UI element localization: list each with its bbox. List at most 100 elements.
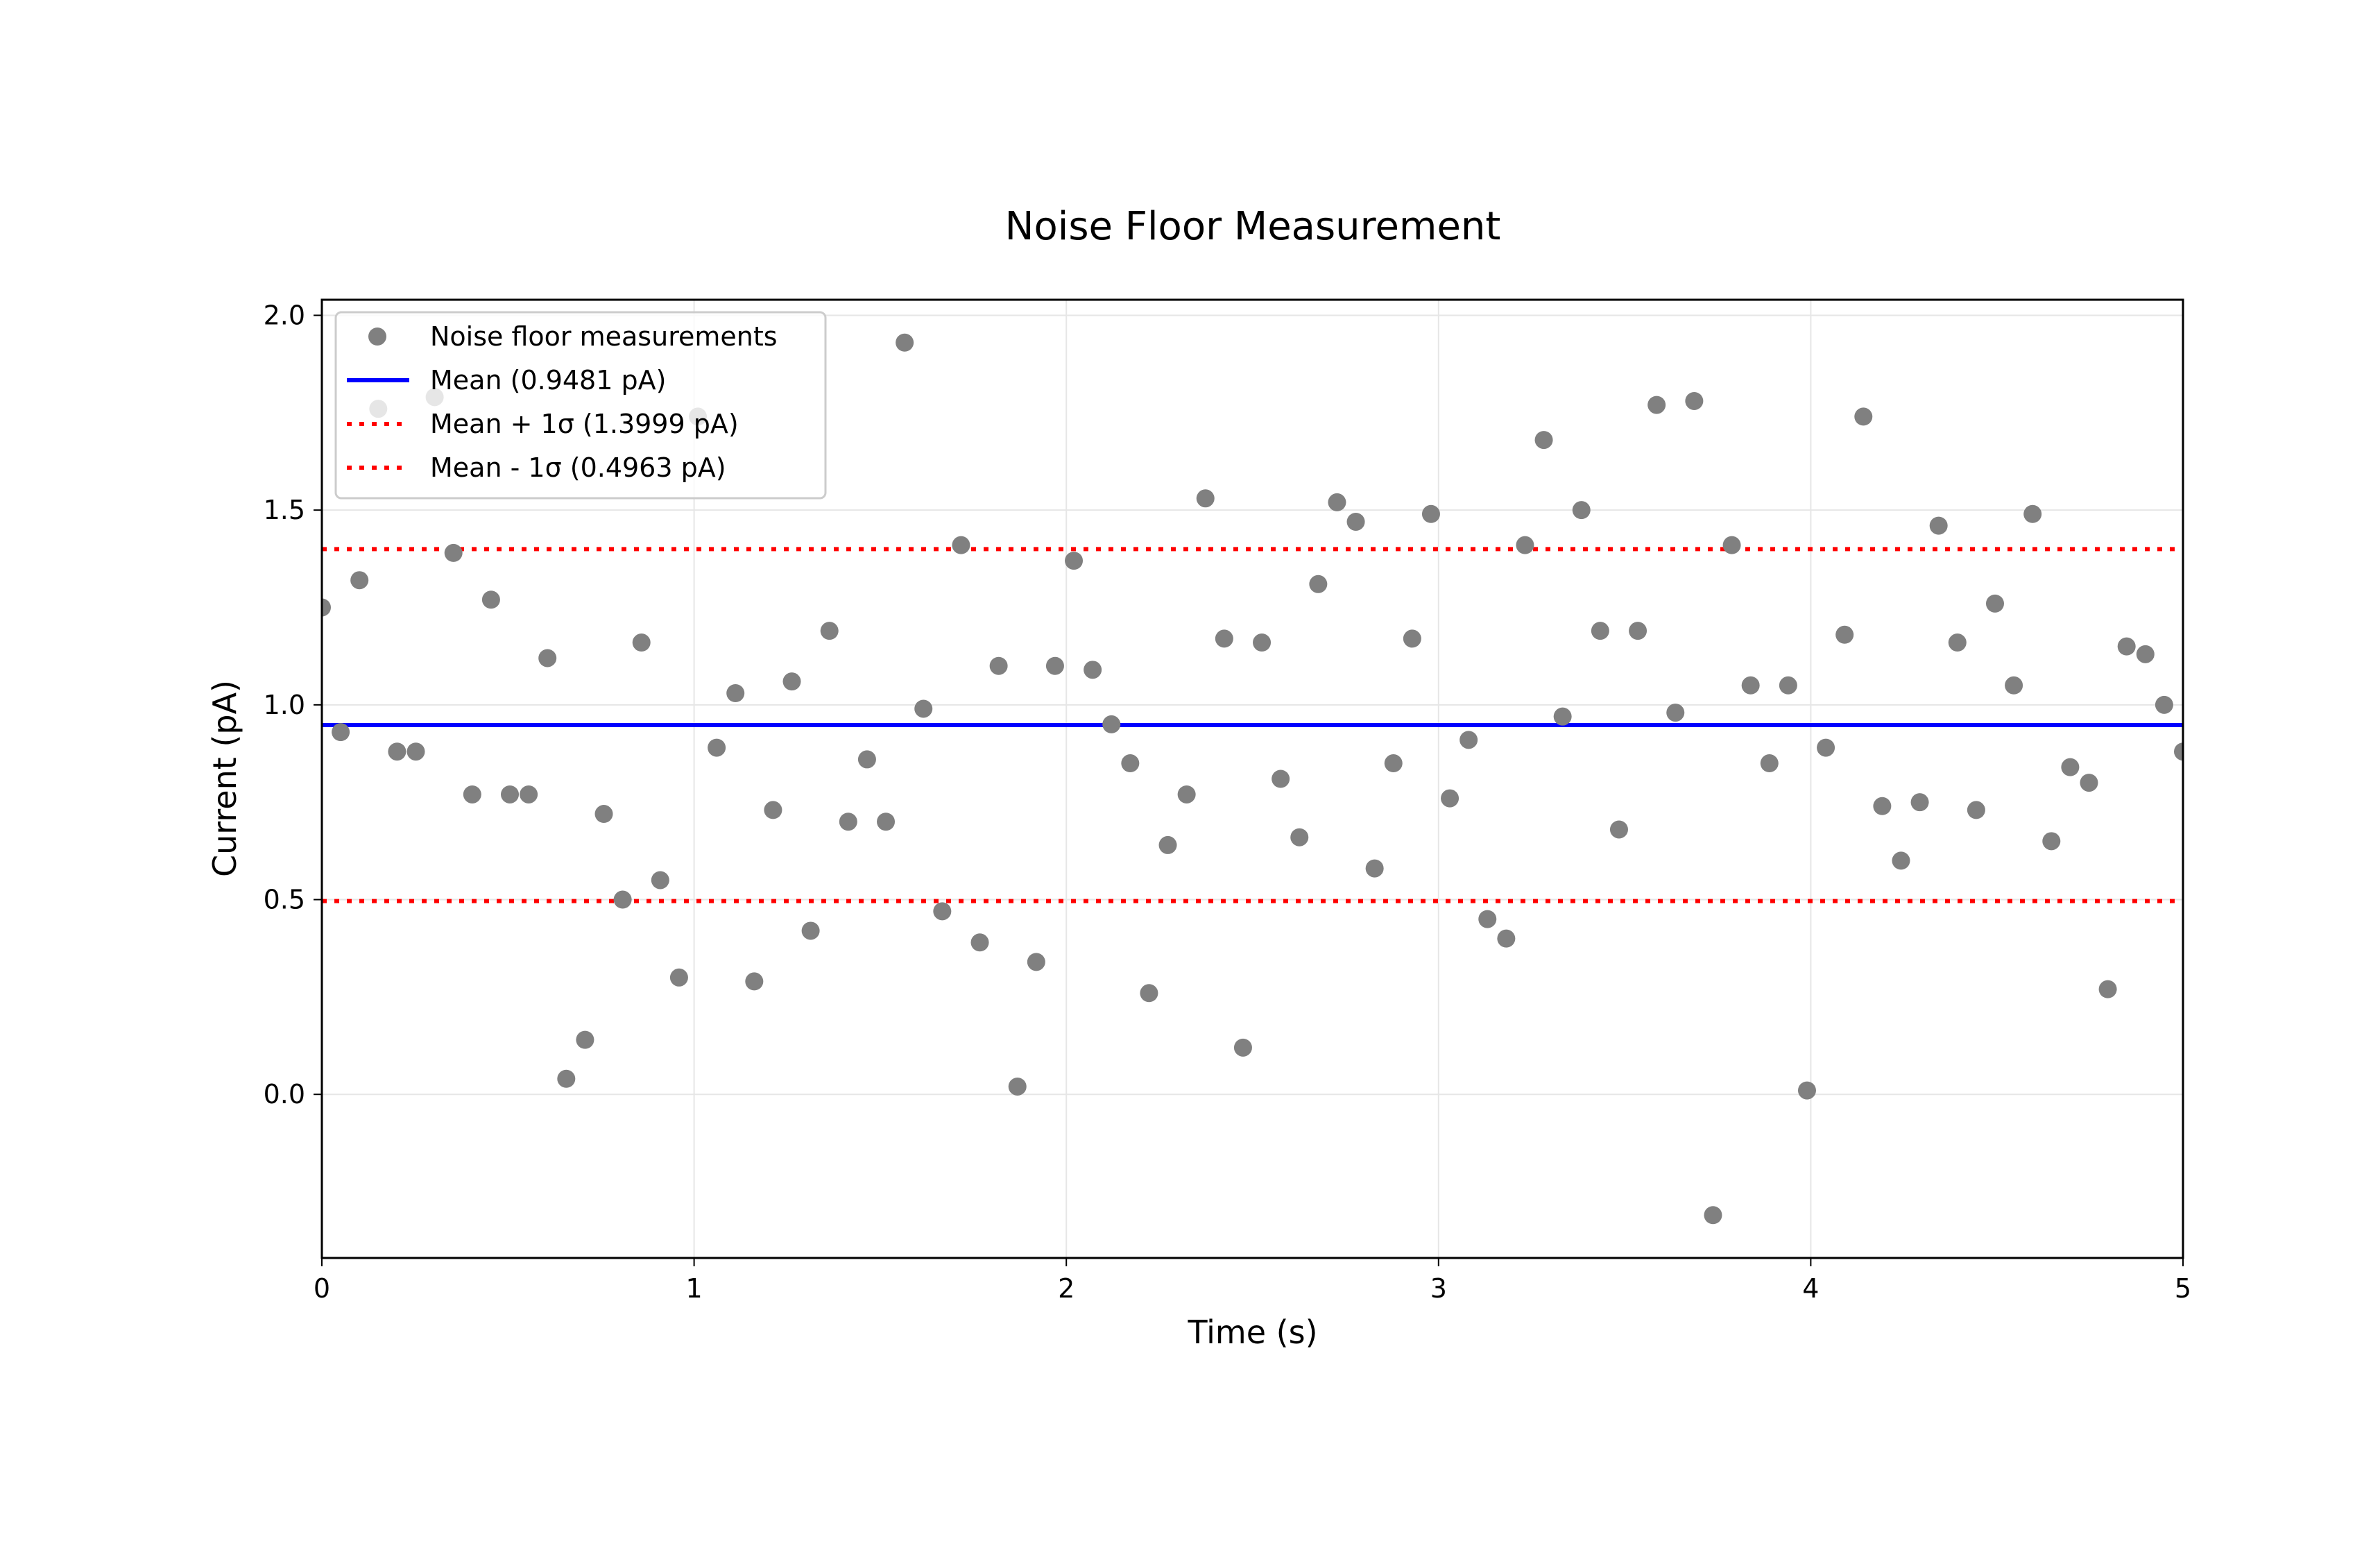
legend-item: Mean (0.9481 pA) (347, 365, 666, 395)
data-point (520, 785, 538, 803)
data-point (481, 590, 500, 609)
data-point (2117, 637, 2136, 656)
data-point (1215, 629, 1233, 648)
data-point (1666, 704, 1685, 722)
data-point (1102, 715, 1121, 733)
data-point (1516, 536, 1534, 554)
data-point (406, 742, 425, 761)
data-point (1929, 516, 1948, 535)
data-point (1629, 622, 1647, 640)
data-point (1158, 835, 1177, 854)
legend-label: Mean (0.9481 pA) (430, 365, 666, 395)
x-axis-ticks: 0 1 2 3 4 5 (314, 1258, 2191, 1304)
y-tick-label: 1.5 (264, 495, 305, 525)
data-point (1441, 789, 1459, 808)
data-point (1722, 536, 1741, 554)
legend-item: Noise floor measurements (368, 321, 778, 352)
data-point (1497, 929, 1516, 948)
y-axis-ticks: 0.0 0.5 1.0 1.5 2.0 (264, 300, 322, 1109)
data-point (1948, 633, 1967, 652)
data-point (388, 742, 406, 761)
data-point (1272, 769, 1290, 788)
data-point (1910, 793, 1929, 812)
data-point (350, 571, 369, 590)
data-point (1609, 820, 1628, 839)
data-point (444, 543, 463, 562)
y-tick-label: 1.0 (264, 690, 305, 720)
x-tick-label: 2 (1058, 1273, 1075, 1304)
data-point (1835, 625, 1854, 644)
data-point (989, 656, 1008, 675)
data-point (576, 1030, 594, 1049)
x-axis-label: Time (s) (1187, 1313, 1317, 1351)
data-point (914, 699, 933, 718)
plot-frame (320, 298, 2184, 1259)
reference-lines (322, 547, 2183, 903)
data-point (2042, 832, 2061, 851)
data-point (1647, 395, 1666, 414)
data-point (952, 536, 970, 554)
data-point (332, 723, 350, 742)
y-tick-label: 0.5 (264, 885, 305, 915)
y-tick-label: 0.0 (264, 1079, 305, 1109)
data-point (322, 598, 331, 617)
data-point (651, 871, 669, 890)
data-point (2023, 504, 2042, 523)
data-point (463, 785, 481, 803)
data-point (1591, 622, 1609, 640)
x-tick-label: 3 (1430, 1273, 1447, 1304)
data-point (1233, 1038, 1252, 1057)
data-point (708, 738, 726, 757)
data-point (2155, 695, 2173, 714)
data-point (1553, 707, 1572, 726)
data-point (2080, 774, 2098, 792)
data-point (1027, 953, 1045, 971)
x-tick-label: 4 (1802, 1273, 1819, 1304)
data-point (2098, 980, 2117, 998)
data-point (613, 890, 632, 909)
data-point (1140, 984, 1158, 1003)
legend: Noise floor measurements Mean (0.9481 pA)… (334, 311, 827, 500)
data-point (501, 785, 520, 803)
data-point (1760, 754, 1779, 773)
legend-label: Noise floor measurements (430, 321, 778, 352)
legend-label: Mean - 1σ (0.4963 pA) (430, 452, 726, 483)
data-point (1403, 629, 1421, 648)
x-tick-label: 0 (314, 1273, 330, 1304)
data-point (557, 1069, 576, 1088)
data-point (2174, 742, 2183, 761)
x-tick-label: 5 (2175, 1273, 2191, 1304)
data-point (801, 921, 820, 940)
data-point (857, 750, 876, 769)
data-point (1328, 493, 1346, 511)
data-point (1121, 754, 1140, 773)
data-point (1290, 828, 1309, 847)
data-point (1421, 504, 1440, 523)
data-point (1459, 731, 1478, 749)
data-point (1534, 431, 1553, 450)
data-point (1084, 661, 1102, 679)
data-point (1065, 552, 1084, 570)
legend-box (334, 311, 827, 500)
data-point (1704, 1206, 1722, 1225)
data-point (1685, 391, 1704, 410)
data-point (669, 968, 688, 987)
chart-title: Noise Floor Measurement (1005, 204, 1501, 249)
data-point (1892, 851, 1910, 870)
data-point (2136, 645, 2155, 663)
data-point (632, 633, 651, 652)
data-point (1854, 407, 1873, 426)
data-point (1741, 676, 1760, 695)
data-point (1572, 501, 1591, 520)
data-point (1797, 1081, 1816, 1100)
data-point (1253, 633, 1272, 652)
data-point (1873, 797, 1892, 815)
data-point (1985, 594, 2004, 613)
data-point (726, 683, 745, 702)
data-point (1967, 801, 1985, 819)
x-tick-label: 1 (686, 1273, 703, 1304)
data-point (1309, 575, 1328, 593)
data-point (970, 933, 989, 952)
dot-marker-icon (368, 328, 386, 346)
